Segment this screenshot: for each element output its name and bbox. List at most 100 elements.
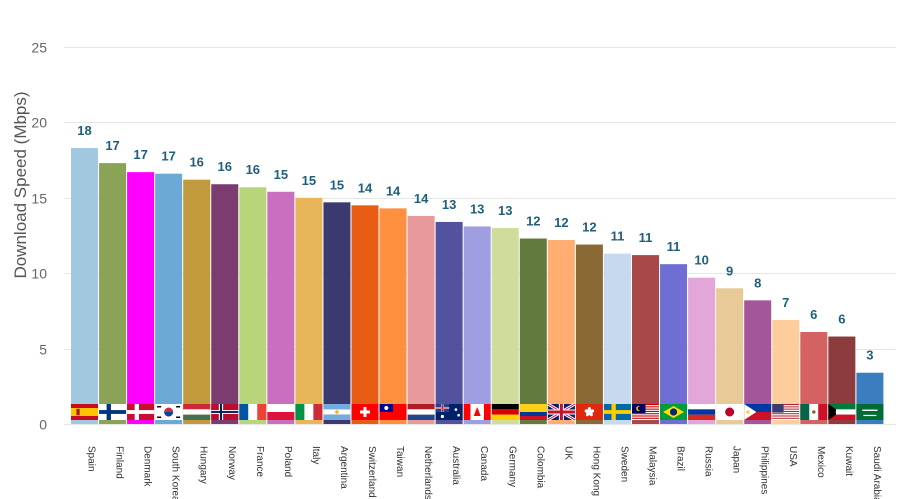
flag-poland-icon xyxy=(267,404,295,420)
bar-netherlands xyxy=(407,215,435,424)
flag-canada-icon xyxy=(463,404,491,420)
value-label-netherlands: 14 xyxy=(414,191,429,206)
bar-switzerland xyxy=(351,205,379,424)
value-label-finland: 17 xyxy=(105,138,119,153)
y-axis-label: Download Speed (Mbps) xyxy=(11,91,30,278)
bar-south-korea xyxy=(155,173,183,424)
value-label-norway: 16 xyxy=(218,159,232,174)
flag-spain-icon xyxy=(71,404,98,420)
flag-south-korea-icon xyxy=(155,404,183,420)
flag-argentina-icon xyxy=(323,404,351,420)
bar-canada xyxy=(463,226,491,424)
value-labels: 18 17 17 17 16 16 16 15 15 15 14 14 14 13 13 13 12 12 12 11… xyxy=(77,123,873,363)
flag-hong-kong-icon xyxy=(575,404,603,420)
bar-colombia xyxy=(519,238,547,424)
x-tick-label-argentina: Argentina xyxy=(338,446,349,489)
bar-denmark xyxy=(127,172,155,424)
value-label-switzerland: 14 xyxy=(358,180,373,195)
x-tick-label-germany: Germany xyxy=(506,446,517,487)
flag-norway-icon xyxy=(211,404,239,420)
value-label-uk: 12 xyxy=(554,215,568,230)
y-tick-label: 5 xyxy=(39,342,47,358)
flag-russia-icon xyxy=(688,404,716,420)
value-label-denmark: 17 xyxy=(133,147,147,162)
bar-poland xyxy=(267,191,295,424)
value-label-japan: 9 xyxy=(726,263,733,278)
x-tick-label-philippines: Philippines xyxy=(759,446,770,494)
flag-italy-icon xyxy=(295,404,323,420)
y-tick-label: 0 xyxy=(39,417,47,433)
x-tick-label-japan: Japan xyxy=(731,446,742,473)
value-label-brazil: 11 xyxy=(667,239,681,254)
value-label-spain: 18 xyxy=(77,123,91,138)
bar-philippines xyxy=(744,300,772,424)
x-tick-label-russia: Russia xyxy=(703,446,714,477)
x-tick-label-norway: Norway xyxy=(226,446,237,480)
x-tick-label-canada: Canada xyxy=(478,446,489,481)
flag-colombia-icon xyxy=(519,404,547,420)
flag-brazil-icon xyxy=(660,404,688,420)
bar-brazil xyxy=(660,264,688,424)
x-tick-label-brazil: Brazil xyxy=(675,446,686,471)
bar-malaysia xyxy=(632,255,659,424)
x-tick-label-switzerland: Switzerland xyxy=(366,446,377,498)
bar-hungary xyxy=(183,179,211,424)
value-label-saudi-arabia: 3 xyxy=(866,348,873,363)
x-tick-label-denmark: Denmark xyxy=(142,446,153,488)
bar-australia xyxy=(435,221,463,424)
flag-france-icon xyxy=(239,404,267,420)
x-tick-label-malaysia: Malaysia xyxy=(647,446,658,486)
flag-switzerland-icon xyxy=(351,404,379,420)
x-tick-label-uk: UK xyxy=(562,446,573,460)
x-tick-label-hungary: Hungary xyxy=(198,446,209,484)
value-label-canada: 13 xyxy=(470,201,484,216)
bar-uk xyxy=(547,240,575,424)
value-label-hungary: 16 xyxy=(189,155,203,170)
value-label-argentina: 15 xyxy=(330,177,344,192)
bar-hong-kong xyxy=(575,244,603,424)
y-tick-label: 20 xyxy=(31,115,47,131)
flag-mexico-icon xyxy=(800,404,828,420)
bar-taiwan xyxy=(379,208,407,424)
value-label-kuwait: 6 xyxy=(838,312,845,327)
bar-norway xyxy=(211,184,239,424)
value-label-italy: 15 xyxy=(302,173,316,188)
value-label-hong-kong: 12 xyxy=(582,220,596,235)
x-tick-label-france: France xyxy=(254,446,265,478)
x-tick-label-italy: Italy xyxy=(310,446,321,464)
x-tick-label-sweden: Sweden xyxy=(618,446,629,482)
x-tick-label-south-korea: South Korea xyxy=(170,446,181,499)
flag-finland-icon xyxy=(99,404,127,420)
x-tick-label-australia: Australia xyxy=(450,446,461,485)
bar-sweden xyxy=(603,253,631,424)
x-tick-label-saudi-arabia: Saudi Arabia xyxy=(871,446,882,499)
x-tick-label-usa: USA xyxy=(787,446,798,467)
flag-australia-icon xyxy=(435,404,463,420)
x-tick-label-hong-kong: Hong Kong xyxy=(590,446,601,496)
value-label-colombia: 12 xyxy=(526,214,540,229)
value-label-taiwan: 14 xyxy=(386,183,401,198)
y-tick-label: 10 xyxy=(31,266,47,282)
value-label-australia: 13 xyxy=(442,197,456,212)
x-tick-label-colombia: Colombia xyxy=(534,446,545,489)
value-label-philippines: 8 xyxy=(754,275,761,290)
bar-spain xyxy=(71,148,98,425)
value-label-usa: 7 xyxy=(782,295,789,310)
value-label-russia: 10 xyxy=(694,253,708,268)
flag-usa-icon xyxy=(772,404,800,420)
flag-icons xyxy=(71,402,884,422)
x-tick-label-finland: Finland xyxy=(114,446,125,479)
value-label-germany: 13 xyxy=(498,203,512,218)
flag-japan-icon xyxy=(716,404,744,420)
bar-germany xyxy=(491,227,519,424)
bars xyxy=(71,148,884,425)
flag-netherlands-icon xyxy=(407,404,435,420)
x-tick-label-netherlands: Netherlands xyxy=(422,446,433,499)
flag-uk-icon xyxy=(547,402,576,422)
x-tick-label-mexico: Mexico xyxy=(815,446,826,478)
flag-saudi-arabia-icon xyxy=(856,404,884,420)
flag-hungary-icon xyxy=(183,404,211,420)
y-axis-ticks: 0 5 10 15 20 25 xyxy=(31,40,47,433)
